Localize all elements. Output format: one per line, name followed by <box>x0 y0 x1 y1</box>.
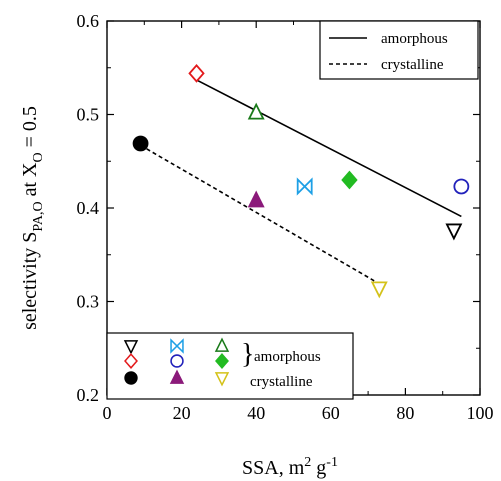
data-point-amorphous-left <box>296 177 306 196</box>
data-point-crystalline <box>370 281 388 299</box>
legend-marker <box>215 353 229 369</box>
legend-amorphous-label: amorphous <box>381 31 448 47</box>
legend-brace: } <box>241 339 254 370</box>
data-points <box>132 63 470 299</box>
data-point-amorphous-shape <box>453 178 470 195</box>
x-tick-label: 0 <box>103 403 112 423</box>
data-point-amorphous <box>296 177 313 196</box>
y-axis-title: selectivity SPA,O at XO = 0.5 <box>19 106 46 330</box>
legend-marker-shape <box>124 353 138 369</box>
data-point-amorphous-shape <box>445 223 463 241</box>
data-point-amorphous <box>247 102 265 120</box>
marker-legend-box <box>106 332 354 400</box>
data-point-crystalline-shape <box>132 135 149 152</box>
legend-marker <box>214 372 230 387</box>
data-point-amorphous <box>445 223 463 241</box>
legend-group-crystalline: crystalline <box>250 374 313 390</box>
fit-line-crystalline <box>140 144 380 285</box>
line-legend-box <box>319 20 479 80</box>
x-tick-label: 20 <box>173 403 191 423</box>
data-point-amorphous <box>188 63 205 83</box>
legend-marker <box>214 337 230 352</box>
legend-marker <box>170 338 184 354</box>
y-tick-label: 0.2 <box>77 385 100 405</box>
x-tick-label: 40 <box>247 403 265 423</box>
y-tick-label: 0.5 <box>77 105 100 125</box>
fit-line-amorphous <box>196 79 462 218</box>
y-tick-label: 0.6 <box>77 11 100 31</box>
legend-marker-shape <box>123 340 139 355</box>
legend-marker-shape <box>124 371 138 385</box>
x-tick-label: 80 <box>396 403 414 423</box>
x-tick-label: 100 <box>467 403 494 423</box>
marker-legend: } amorphous crystalline <box>106 332 354 400</box>
legend-group-amorphous: amorphous <box>254 349 321 365</box>
data-point-crystalline-shape <box>370 281 388 299</box>
data-point-crystalline <box>247 190 265 208</box>
y-tick-label: 0.3 <box>77 292 100 312</box>
data-point-crystalline-shape <box>247 190 265 208</box>
data-point-amorphous-shape <box>188 63 205 83</box>
legend-marker <box>169 369 185 384</box>
legend-marker <box>123 340 139 355</box>
x-tick-label: 60 <box>322 403 340 423</box>
data-point-amorphous <box>341 170 358 190</box>
data-point-amorphous-shape <box>247 102 265 120</box>
legend-marker-right <box>175 338 184 354</box>
legend-marker-left <box>170 338 179 354</box>
legend-markers <box>123 337 230 387</box>
line-legend: amorphous crystalline <box>319 20 479 80</box>
legend-crystalline-label: crystalline <box>381 57 444 73</box>
legend-marker-shape <box>170 354 184 368</box>
ticks: 0 20 40 60 80 100 0.2 0.3 0.4 0.5 0.6 <box>77 11 494 423</box>
x-axis-title: SSA, m2 g-1 <box>242 455 338 479</box>
fit-lines <box>140 79 462 285</box>
legend-marker-shape <box>215 353 229 369</box>
legend-marker-shape <box>214 337 230 352</box>
legend-marker <box>124 371 138 385</box>
legend-marker <box>124 353 138 369</box>
data-point-crystalline <box>132 135 149 152</box>
legend-marker <box>170 354 184 368</box>
data-point-amorphous-shape <box>341 170 358 190</box>
data-point-amorphous <box>453 178 470 195</box>
y-tick-label: 0.4 <box>77 198 100 218</box>
data-point-amorphous-right <box>303 177 313 196</box>
legend-marker-shape <box>169 369 185 384</box>
legend-marker-shape <box>214 372 230 387</box>
